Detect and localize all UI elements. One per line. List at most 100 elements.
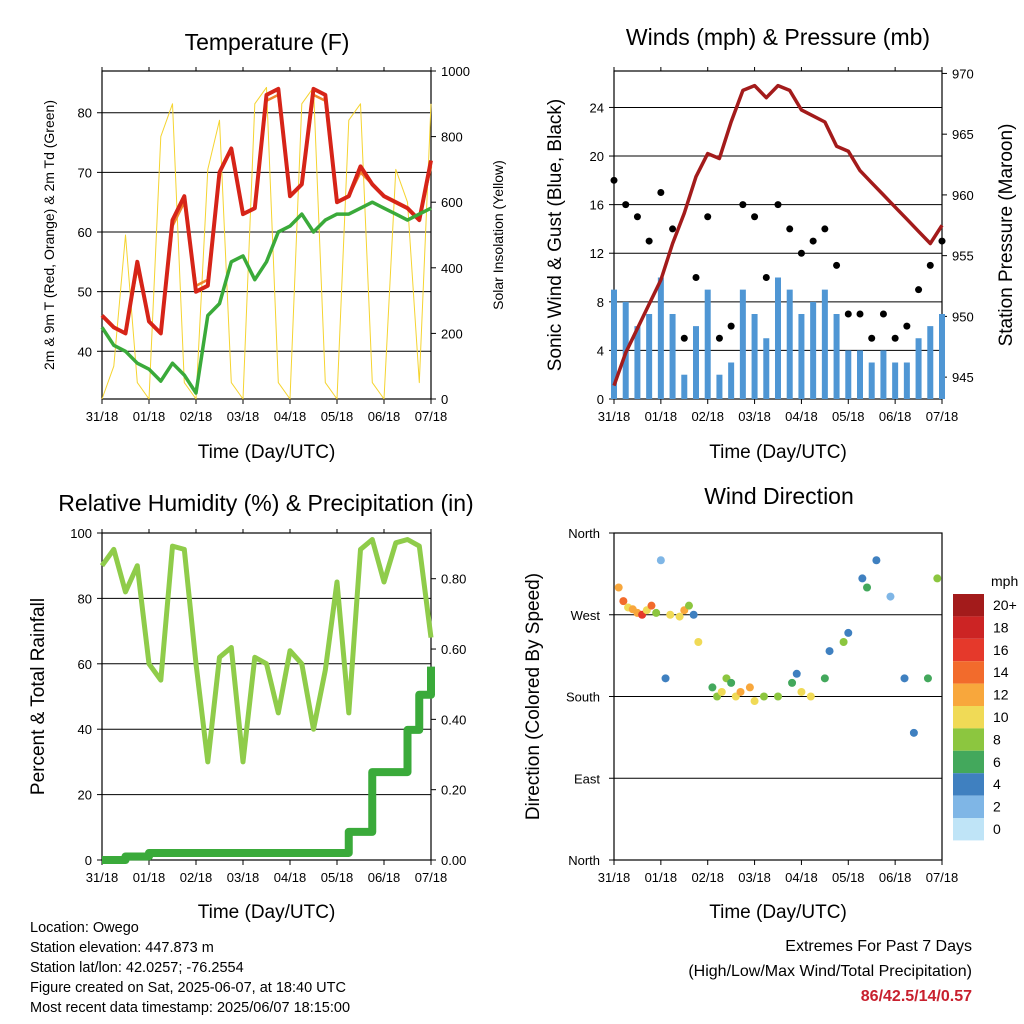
direction-point <box>708 683 717 692</box>
gust-point <box>715 334 723 342</box>
gust-point <box>938 237 946 245</box>
y-tick-label: East <box>574 771 600 786</box>
x-tick-label: 02/18 <box>180 409 213 424</box>
legend-swatch <box>953 706 984 729</box>
y-axis-right-label: Solar Insolation (Yellow) <box>490 160 506 310</box>
y-right-tick-label: 0.20 <box>441 783 466 798</box>
direction-point <box>872 556 881 565</box>
x-tick-label: 01/18 <box>133 870 166 885</box>
latlon-text: Station lat/lon: 42.0257; -76.2554 <box>30 960 244 976</box>
direction-point <box>806 692 815 701</box>
legend-label: 10 <box>993 709 1009 725</box>
direction-point <box>675 612 684 621</box>
gust-point <box>622 201 630 209</box>
legend-label: 16 <box>993 642 1009 658</box>
y-right-tick-label: 200 <box>441 326 463 341</box>
x-tick-label: 05/18 <box>832 870 865 885</box>
gust-point <box>868 334 876 342</box>
y-axis-right-label: Station Pressure (Maroon) <box>996 124 1017 347</box>
legend-label: 12 <box>993 687 1009 703</box>
x-tick-label: 02/18 <box>691 409 724 424</box>
direction-point <box>774 692 782 701</box>
gust-point <box>797 249 805 257</box>
y-right-tick-label: 955 <box>952 249 974 264</box>
y-tick-label: 40 <box>78 344 92 359</box>
legend-label: 2 <box>993 799 1001 815</box>
y-right-tick-label: 945 <box>952 370 974 385</box>
y-tick-label: 12 <box>590 246 604 261</box>
legend-swatch <box>953 683 984 706</box>
direction-point <box>933 574 942 583</box>
y-tick-label: 0 <box>597 392 604 407</box>
gust-point <box>657 188 665 196</box>
direction-point <box>820 674 829 683</box>
y-right-tick-label: 1000 <box>441 64 470 79</box>
y-right-tick-label: 960 <box>952 188 974 203</box>
gust-point <box>704 213 712 221</box>
gust-point <box>669 225 677 233</box>
y-right-tick-label: 0 <box>441 392 448 407</box>
direction-point <box>750 697 759 706</box>
y-right-tick-label: 965 <box>952 127 974 142</box>
gust-point <box>727 322 735 330</box>
y-axis-label: Sonic Wind & Gust (Blue, Black) <box>545 99 566 371</box>
y-tick-label: 60 <box>78 657 92 672</box>
y-right-tick-label: 600 <box>441 195 463 210</box>
extremes-box: Extremes For Past 7 Days (High/Low/Max W… <box>688 934 972 1009</box>
direction-point <box>792 669 801 678</box>
x-tick-label: 04/18 <box>274 409 307 424</box>
x-tick-label: 02/18 <box>180 870 213 885</box>
legend-swatch <box>953 728 984 751</box>
x-tick-label: 04/18 <box>785 870 818 885</box>
direction-point <box>689 610 698 619</box>
y-axis-label: 2m & 9m T (Red, Orange) & 2m Td (Green) <box>41 100 57 370</box>
legend-label: 6 <box>993 754 1001 770</box>
x-tick-label: 05/18 <box>321 870 354 885</box>
gust-point <box>833 261 841 269</box>
gust-point <box>751 213 759 221</box>
direction-point <box>839 638 848 646</box>
gust-point <box>692 274 700 282</box>
data-layer <box>99 83 984 864</box>
y-right-tick-label: 0.60 <box>441 642 466 657</box>
legend-label: 4 <box>993 776 1001 792</box>
y-tick-label: 20 <box>78 788 92 803</box>
x-tick-label: 31/18 <box>598 870 631 885</box>
plot-frame <box>101 70 432 400</box>
direction-point <box>661 674 670 683</box>
x-tick-label: 02/18 <box>691 870 724 885</box>
x-tick-label: 07/18 <box>415 870 448 885</box>
extremes-value: 86/42.5/14/0.57 <box>860 988 972 1005</box>
x-tick-label: 07/18 <box>415 409 448 424</box>
legend-swatch <box>953 594 984 617</box>
legend-label: 20+ <box>993 597 1017 613</box>
rh-line <box>99 537 434 765</box>
gust-point <box>645 237 653 245</box>
x-tick-label: 01/18 <box>645 870 678 885</box>
x-tick-label: 04/18 <box>785 409 818 424</box>
y-tick-label: 40 <box>78 722 92 737</box>
gust-point <box>844 310 852 318</box>
direction-point <box>909 728 918 737</box>
x-tick-label: 06/18 <box>368 870 401 885</box>
x-tick-label: 06/18 <box>879 409 912 424</box>
direction-point <box>614 583 623 592</box>
direction-point <box>652 608 661 617</box>
x-axis-label: Time (Day/UTC) <box>198 442 336 463</box>
y-tick-label: 20 <box>590 149 604 164</box>
y-tick-label: 0 <box>85 853 92 868</box>
legend-label: 8 <box>993 731 1001 747</box>
gust-point <box>809 237 817 245</box>
x-tick-label: 31/18 <box>598 409 631 424</box>
y-axis-label: Percent & Total Rainfall <box>28 598 49 795</box>
direction-point <box>717 687 726 696</box>
y-axis-label: Direction (Colored By Speed) <box>523 573 544 820</box>
gust-point <box>821 225 829 233</box>
chart-title: Wind Direction <box>704 483 854 509</box>
y-tick-label: 24 <box>590 100 604 115</box>
direction-point <box>736 687 745 696</box>
x-tick-label: 05/18 <box>832 409 865 424</box>
x-tick-label: 03/18 <box>738 409 771 424</box>
x-tick-label: 31/18 <box>86 870 119 885</box>
